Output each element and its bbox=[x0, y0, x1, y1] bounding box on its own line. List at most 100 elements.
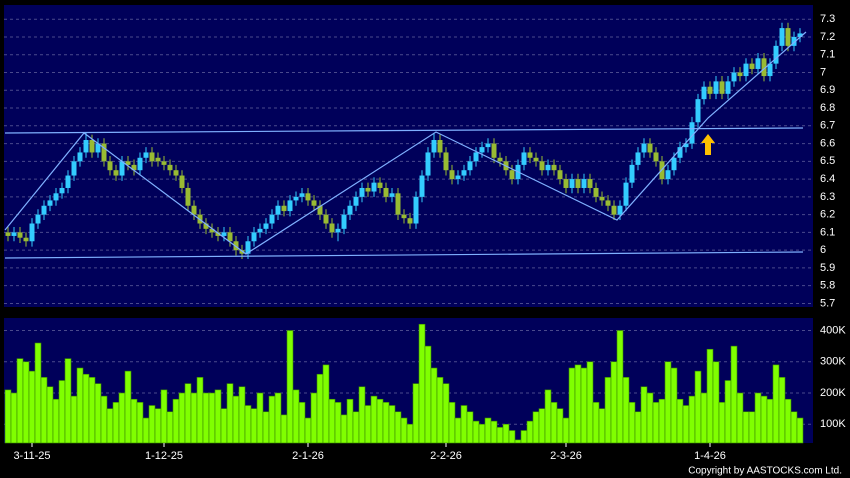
y-tick-label: 6.7 bbox=[820, 120, 835, 132]
candle-body bbox=[17, 232, 23, 238]
candle-body bbox=[257, 228, 263, 233]
volume-bar bbox=[490, 420, 498, 444]
volume-bar bbox=[136, 402, 144, 444]
volume-bar bbox=[274, 392, 282, 444]
candle-body bbox=[677, 147, 683, 158]
x-tick-label: 1-4-26 bbox=[694, 450, 726, 462]
volume-bar bbox=[226, 383, 234, 444]
candle-body bbox=[125, 161, 131, 165]
volume-bar bbox=[598, 408, 606, 444]
volume-bar bbox=[394, 411, 402, 444]
price-panel bbox=[4, 5, 813, 307]
volume-bar bbox=[208, 392, 216, 444]
volume-bar bbox=[232, 395, 240, 444]
candle-body bbox=[311, 200, 317, 206]
candle-body bbox=[731, 72, 737, 82]
candle-body bbox=[683, 143, 689, 148]
candle-body bbox=[725, 81, 731, 94]
candle-body bbox=[329, 223, 335, 233]
volume-bar bbox=[766, 398, 774, 444]
candle-body bbox=[89, 140, 95, 153]
y-tick-label: 7 bbox=[820, 66, 826, 78]
volume-bar bbox=[334, 402, 342, 444]
candle-body bbox=[455, 175, 461, 180]
candle-body bbox=[611, 205, 617, 215]
volume-bar bbox=[202, 392, 210, 444]
volume-bar bbox=[178, 392, 186, 444]
y-tick-label: 7.3 bbox=[820, 13, 835, 25]
volume-bar bbox=[316, 373, 324, 444]
candle-body bbox=[191, 205, 197, 215]
volume-bar bbox=[592, 402, 600, 444]
candle-body bbox=[77, 152, 83, 162]
volume-bar bbox=[196, 377, 204, 444]
candle-body bbox=[533, 157, 539, 162]
candle-body bbox=[557, 170, 563, 180]
volume-bar bbox=[496, 427, 504, 444]
candle-body bbox=[407, 218, 413, 224]
candle-body bbox=[671, 157, 677, 171]
volume-bar bbox=[112, 402, 120, 444]
volume-bar bbox=[574, 364, 582, 444]
candle-body bbox=[539, 161, 545, 171]
volume-bar bbox=[550, 402, 558, 444]
candle-body bbox=[449, 170, 455, 180]
candle-body bbox=[545, 164, 551, 171]
volume-bar bbox=[382, 402, 390, 444]
candle-body bbox=[521, 152, 527, 165]
candle-body bbox=[707, 86, 713, 94]
candle-body bbox=[359, 187, 365, 197]
candle-body bbox=[653, 152, 659, 162]
volume-bar bbox=[634, 411, 642, 444]
candle-body bbox=[509, 170, 515, 180]
y-tick-label: 7.1 bbox=[820, 49, 835, 61]
volume-bar bbox=[70, 395, 78, 444]
volume-bar bbox=[304, 417, 312, 444]
candle-body bbox=[299, 193, 305, 197]
candle-body bbox=[473, 152, 479, 162]
volume-bar bbox=[556, 408, 564, 444]
volume-bar bbox=[700, 392, 708, 444]
y-tick-label: 6.8 bbox=[820, 102, 835, 114]
candle-body bbox=[413, 196, 419, 224]
y-tick-label: 300K bbox=[820, 356, 846, 368]
candle-body bbox=[137, 157, 143, 171]
volume-bar bbox=[454, 417, 462, 444]
volume-bar bbox=[172, 398, 180, 444]
volume-bar bbox=[514, 439, 522, 444]
volume-bar bbox=[118, 392, 126, 444]
candle-body bbox=[743, 63, 749, 77]
volume-bar bbox=[748, 411, 756, 444]
y-tick-label: 6.1 bbox=[820, 226, 835, 238]
y-tick-label: 400K bbox=[820, 324, 846, 336]
volume-bar bbox=[544, 389, 552, 444]
volume-bar bbox=[526, 420, 534, 444]
volume-bar bbox=[520, 430, 528, 444]
candle-body bbox=[71, 161, 77, 176]
volume-bar bbox=[148, 405, 156, 444]
candle-body bbox=[665, 170, 671, 180]
x-tick-label: 2-2-26 bbox=[430, 450, 462, 462]
candle-body bbox=[581, 179, 587, 188]
volume-bar bbox=[532, 411, 540, 444]
volume-bar bbox=[88, 377, 96, 444]
candle-body bbox=[719, 81, 725, 94]
volume-bar bbox=[46, 386, 54, 444]
volume-bar bbox=[430, 367, 438, 444]
volume-bar bbox=[502, 423, 510, 444]
candle-body bbox=[263, 223, 269, 229]
volume-bar bbox=[280, 414, 288, 444]
candle-body bbox=[395, 193, 401, 215]
y-tick-label: 6.5 bbox=[820, 155, 835, 167]
y-tick-label: 100K bbox=[820, 418, 846, 430]
volume-bar bbox=[64, 358, 72, 444]
y-tick-label: 5.8 bbox=[820, 280, 835, 292]
volume-bar bbox=[460, 405, 468, 444]
candle-body bbox=[689, 122, 695, 144]
resistance-line bbox=[4, 127, 804, 134]
volume-bar bbox=[124, 370, 132, 444]
volume-bar bbox=[484, 417, 492, 444]
candle-body bbox=[347, 205, 353, 215]
candle-body bbox=[287, 200, 293, 212]
candle-body bbox=[323, 214, 329, 224]
